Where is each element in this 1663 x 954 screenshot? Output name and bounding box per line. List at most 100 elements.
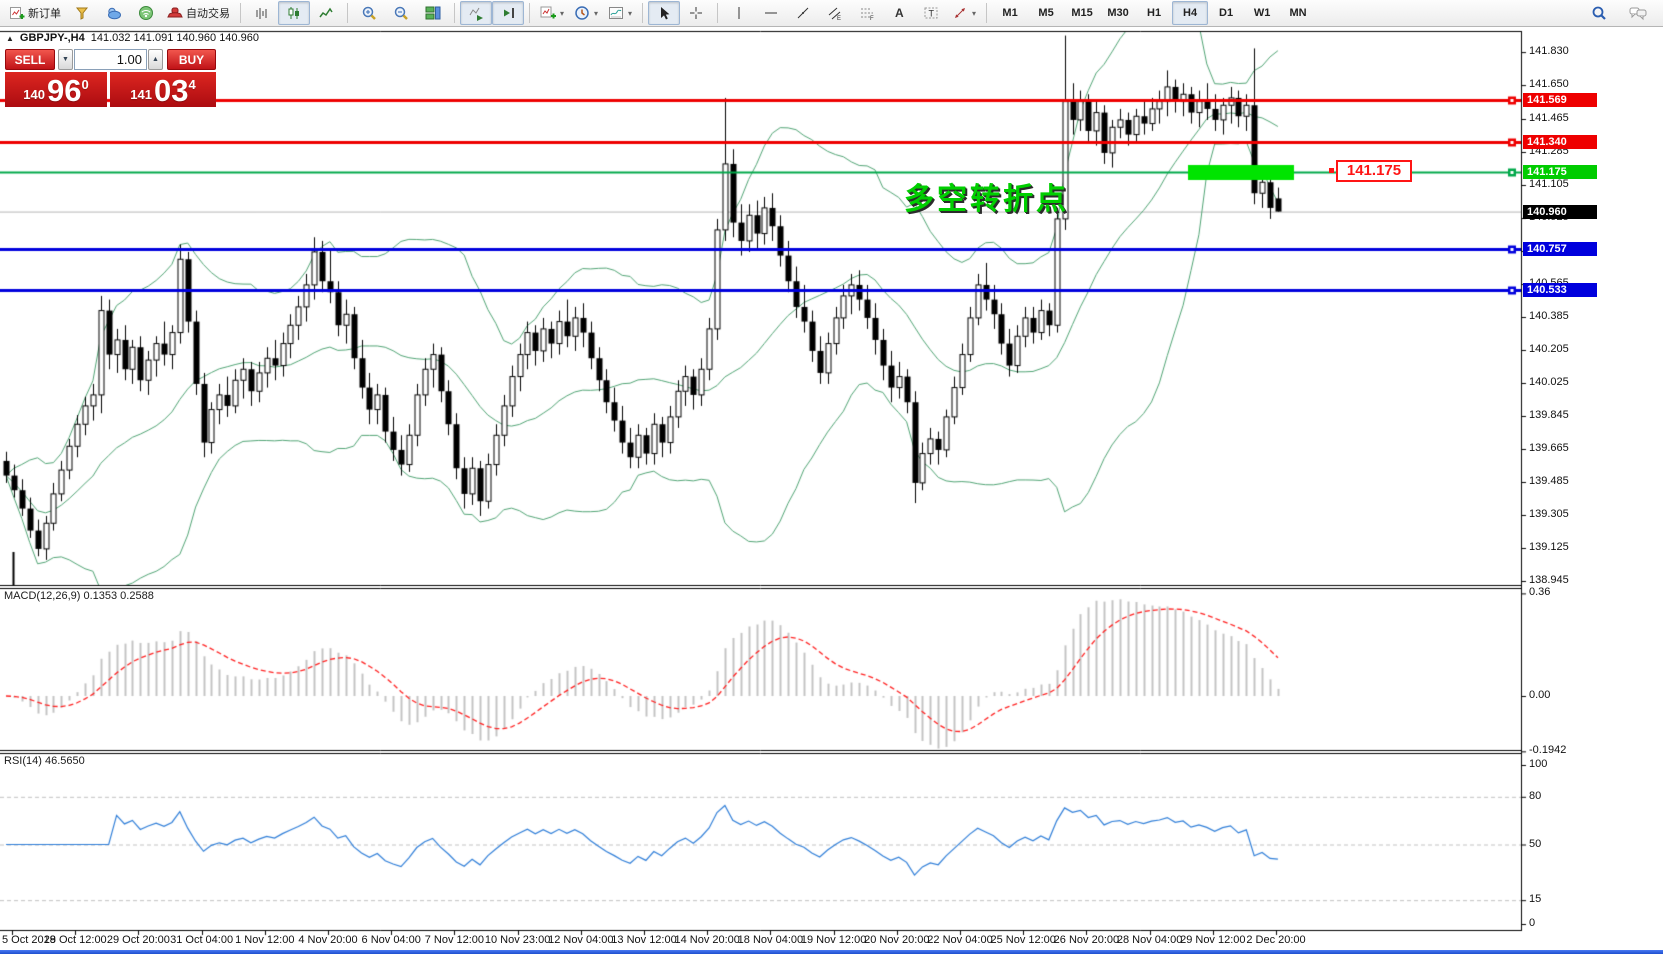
tile-windows-button[interactable] xyxy=(417,1,449,25)
text-button[interactable]: A xyxy=(883,1,915,25)
channel-icon: E xyxy=(827,5,843,21)
dropdown-arrow-icon[interactable]: ▾ xyxy=(560,8,565,18)
toolbar-separator xyxy=(529,3,530,23)
timeframe-d1[interactable]: D1 xyxy=(1208,1,1244,25)
timeframe-m30[interactable]: M30 xyxy=(1100,1,1136,25)
price-line-tag[interactable]: 141.175 xyxy=(1523,165,1597,180)
price-line-tag[interactable]: 140.533 xyxy=(1523,282,1597,297)
autotrade-icon xyxy=(167,5,183,21)
price-line-tag[interactable]: 141.340 xyxy=(1523,134,1597,149)
text-icon: A xyxy=(891,5,907,21)
price-callout-label[interactable]: 141.175 xyxy=(1329,160,1412,182)
new-order-button[interactable]: 新订单 xyxy=(4,1,66,25)
sell-quote[interactable]: 140 96 0 xyxy=(5,72,107,107)
crosshair-icon xyxy=(688,5,704,21)
toolbar-separator xyxy=(642,3,644,23)
chart-text-annotation[interactable]: 多空转折点 xyxy=(904,183,1069,216)
zoom-in-button[interactable] xyxy=(353,1,385,25)
timeframe-h1[interactable]: H1 xyxy=(1136,1,1172,25)
timeframe-m1[interactable]: M1 xyxy=(992,1,1028,25)
indicators-button[interactable]: ▾ xyxy=(535,1,569,25)
svg-text:E: E xyxy=(837,16,841,21)
periods-button[interactable]: ▾ xyxy=(569,1,603,25)
time-axis-label: 7 Nov 12:00 xyxy=(424,934,485,946)
time-axis-label: 19 Nov 12:00 xyxy=(800,934,867,946)
profile-button[interactable] xyxy=(66,1,98,25)
price-line-tag[interactable]: 141.569 xyxy=(1523,92,1597,107)
timeframe-h4[interactable]: H4 xyxy=(1172,1,1209,25)
zoomout-icon xyxy=(393,5,409,21)
autotrading-button-label: 自动交易 xyxy=(186,8,230,20)
trendline-button[interactable] xyxy=(787,1,819,25)
buy-quote[interactable]: 141 03 4 xyxy=(110,72,216,107)
arrows-icon xyxy=(952,5,968,21)
time-axis-label: 1 Nov 12:00 xyxy=(235,934,295,946)
market-watch-button[interactable] xyxy=(98,1,130,25)
fibonacci-button[interactable]: F xyxy=(851,1,883,25)
time-axis-label: 28 Oct 12:00 xyxy=(43,934,107,946)
autotrading-button[interactable]: 自动交易 xyxy=(162,1,235,25)
arrows-button[interactable]: ▾ xyxy=(947,1,981,25)
price-axis-tick: 138.945 xyxy=(1529,573,1569,586)
price-axis-tick: 139.845 xyxy=(1529,408,1569,421)
timeframe-mn[interactable]: MN xyxy=(1280,1,1316,25)
svg-text:F: F xyxy=(870,16,874,21)
macd-axis-tick: 0.00 xyxy=(1529,689,1551,701)
timeframe-m15-label: M15 xyxy=(1071,7,1093,19)
timeframe-m5[interactable]: M5 xyxy=(1028,1,1064,25)
cloud-icon xyxy=(106,5,122,21)
price-axis-tick: 140.385 xyxy=(1529,310,1569,322)
timeframe-m1-label: M1 xyxy=(1002,7,1018,19)
timeframe-w1[interactable]: W1 xyxy=(1244,1,1280,25)
volume-decrease-button[interactable]: ▼ xyxy=(58,49,73,70)
timeframe-d1-label: D1 xyxy=(1219,7,1234,19)
timeframe-m15[interactable]: M15 xyxy=(1064,1,1100,25)
toolbar-separator xyxy=(717,3,719,23)
channel-button[interactable]: E xyxy=(819,1,851,25)
periods-icon xyxy=(574,5,590,21)
time-axis-label: 2 Dec 20:00 xyxy=(1246,934,1306,946)
rsi-axis-tick: 80 xyxy=(1529,789,1542,802)
auto-scroll-button[interactable] xyxy=(460,1,492,25)
sell-button[interactable]: SELL xyxy=(5,49,55,70)
dropdown-arrow-icon[interactable]: ▾ xyxy=(594,8,599,18)
price-line-tag[interactable]: 140.757 xyxy=(1523,241,1597,256)
search-button[interactable] xyxy=(1583,1,1615,25)
linechart-icon xyxy=(318,5,334,21)
time-axis-label: 5 Oct 2019 xyxy=(2,934,56,946)
text-label-button[interactable]: T xyxy=(915,1,947,25)
line-chart-button[interactable] xyxy=(310,1,342,25)
hline-icon xyxy=(763,5,779,21)
signals-button[interactable] xyxy=(130,1,162,25)
candlestick-chart-button[interactable] xyxy=(278,1,310,25)
price-axis-tick: 141.105 xyxy=(1529,178,1569,190)
horizontal-line-button[interactable] xyxy=(755,1,787,25)
neworder-icon xyxy=(9,5,25,21)
dropdown-arrow-icon[interactable]: ▾ xyxy=(628,8,633,18)
one-click-trading-panel: SELL ▼ ▲ BUY 140 96 0 141 03 4 xyxy=(5,49,216,107)
crosshair-button[interactable] xyxy=(680,1,712,25)
timeframe-m30-label: M30 xyxy=(1107,7,1129,19)
svg-text:A: A xyxy=(895,6,904,20)
timeframe-w1-label: W1 xyxy=(1253,7,1271,19)
buy-price-main: 03 xyxy=(153,73,189,108)
fibo-icon: F xyxy=(859,5,875,21)
toolbar: 新订单 自动交易 ▾ ▾ ▾ E F A T ▾ M1 M5 M15 M30 H1 H4 D1 W1 MN xyxy=(0,0,1663,27)
textlabel-icon: T xyxy=(923,5,939,21)
volume-increase-button[interactable]: ▲ xyxy=(148,49,163,70)
volume-input[interactable] xyxy=(74,49,147,70)
templates-button[interactable]: ▾ xyxy=(603,1,637,25)
zoom-out-button[interactable] xyxy=(385,1,417,25)
buy-price-sup: 4 xyxy=(188,77,196,92)
bar-chart-button[interactable] xyxy=(246,1,278,25)
price-axis-tick: 141.465 xyxy=(1529,112,1569,124)
chat-button[interactable] xyxy=(1621,1,1653,25)
svg-text:T: T xyxy=(929,9,935,19)
cursor-button[interactable] xyxy=(648,1,681,25)
dropdown-arrow-icon[interactable]: ▾ xyxy=(972,8,977,18)
chart-shift-button[interactable] xyxy=(492,1,524,25)
buy-button[interactable]: BUY xyxy=(167,49,216,70)
time-axis-label: 4 Nov 20:00 xyxy=(298,934,358,946)
vertical-line-button[interactable] xyxy=(723,1,755,25)
